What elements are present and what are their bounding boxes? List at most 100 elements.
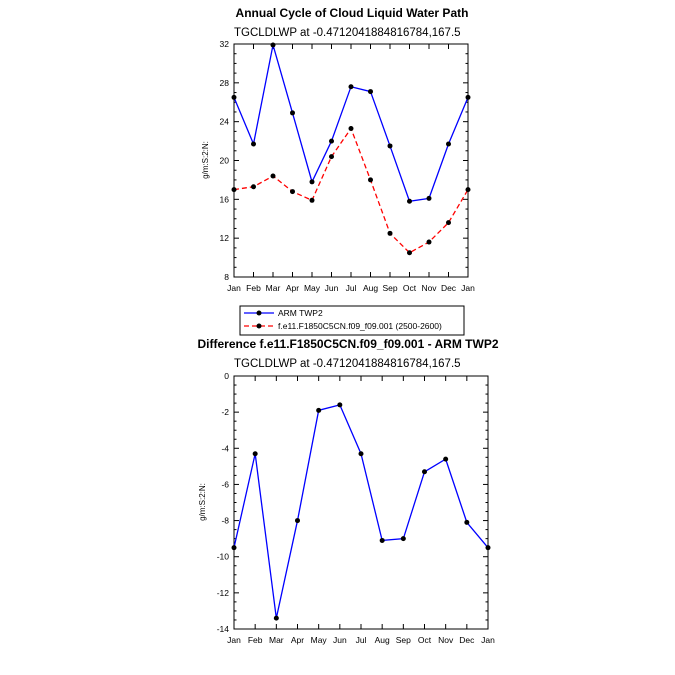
data-point <box>252 451 258 457</box>
x-tick-label: Sep <box>382 283 397 293</box>
data-point <box>465 187 471 193</box>
data-point <box>368 177 373 183</box>
data-point <box>422 469 427 475</box>
data-point <box>407 250 412 256</box>
y-tick-label: 12 <box>220 233 230 243</box>
data-point <box>231 94 237 100</box>
data-point <box>387 230 393 236</box>
data-point <box>337 402 343 408</box>
data-point <box>446 141 451 147</box>
y-tick-label: -4 <box>221 443 229 453</box>
x-tick-label: Aug <box>375 635 390 645</box>
data-point <box>231 545 237 551</box>
y-tick-label: 24 <box>220 117 230 127</box>
y-tick-label: -8 <box>221 516 229 526</box>
x-tick-label: May <box>311 635 328 645</box>
x-tick-label: Mar <box>269 635 284 645</box>
data-point <box>329 154 334 160</box>
y-axis-label: g/m:S:2:N: <box>201 141 210 179</box>
chart-subtitle: TGCLDLWP at -0.4712041884816784,167.5 <box>234 27 461 39</box>
data-point <box>358 451 364 457</box>
x-tick-label: Apr <box>291 635 304 645</box>
y-tick-label: 20 <box>220 156 230 166</box>
x-tick-label: Nov <box>421 283 437 293</box>
x-tick-label: Jul <box>356 635 367 645</box>
x-tick-label: Jun <box>333 635 347 645</box>
data-point <box>316 407 322 413</box>
data-point <box>387 143 393 149</box>
x-tick-label: Dec <box>441 283 457 293</box>
y-tick-label: 16 <box>220 194 230 204</box>
y-tick-label: 0 <box>224 371 229 381</box>
data-point <box>348 84 354 90</box>
y-tick-label: 8 <box>224 272 229 282</box>
series-points <box>231 402 491 621</box>
x-tick-label: Jul <box>346 283 357 293</box>
legend-marker-arm <box>256 310 262 316</box>
data-point <box>407 198 412 204</box>
chart-title: Annual Cycle of Cloud Liquid Water Path <box>236 6 469 20</box>
series-line-1 <box>233 127 469 254</box>
data-point <box>426 239 432 245</box>
series-lines <box>233 44 469 254</box>
axis-ticks: Jan Feb Mar Apr May Jun Jul Aug Sep Oct Nov Dec Jan-… <box>217 371 495 645</box>
x-tick-label: Jan <box>481 635 495 645</box>
data-point <box>290 110 295 116</box>
data-point <box>379 537 385 543</box>
x-tick-label: Oct <box>403 283 417 293</box>
plot-frame <box>233 43 469 278</box>
data-point <box>426 195 432 201</box>
x-tick-label: Feb <box>248 635 263 645</box>
data-point <box>446 220 451 226</box>
x-tick-label: Jan <box>461 283 475 293</box>
y-tick-label: 32 <box>220 39 230 49</box>
data-point <box>309 179 315 185</box>
x-tick-label: Oct <box>418 635 432 645</box>
series-lines <box>233 404 489 619</box>
y-tick-label: -12 <box>217 588 230 598</box>
x-tick-label: May <box>304 283 321 293</box>
x-tick-label: Apr <box>286 283 299 293</box>
legend-marker-model <box>256 323 262 329</box>
y-tick-label: -10 <box>217 552 230 562</box>
x-tick-label: Dec <box>459 635 475 645</box>
data-point <box>251 184 256 190</box>
y-axis-label: g/m:S:2:N: <box>198 483 207 521</box>
chart-subtitle: TGCLDLWP at -0.4712041884816784,167.5 <box>234 358 461 370</box>
axis-ticks: Jan Feb Mar Apr May Jun Jul Aug Sep Oct Nov Dec Jan8… <box>220 39 476 293</box>
data-point <box>464 519 470 525</box>
data-point <box>443 456 449 462</box>
data-point <box>368 89 373 95</box>
data-point <box>295 518 300 524</box>
series-points <box>231 42 471 256</box>
series-line-0 <box>233 404 489 619</box>
data-point <box>270 42 276 48</box>
x-tick-label: Jan <box>227 635 241 645</box>
legend-box <box>239 305 465 336</box>
data-point <box>273 615 279 621</box>
legend-label-arm: ARM TWP2 <box>278 308 323 318</box>
x-tick-label: Feb <box>246 283 261 293</box>
data-point <box>270 173 276 179</box>
x-tick-label: Mar <box>266 283 281 293</box>
difference-chart: Difference f.e11.F1850C5CN.f09_f09.001 -… <box>197 337 498 645</box>
data-point <box>465 94 471 100</box>
legend-label-model: f.e11.F1850C5CN.f09_f09.001 (2500-2600) <box>278 321 442 331</box>
series-line-0 <box>233 44 469 202</box>
x-tick-label: Jun <box>325 283 339 293</box>
y-tick-label: -14 <box>217 624 230 634</box>
x-tick-label: Sep <box>396 635 411 645</box>
y-tick-label: -2 <box>221 407 229 417</box>
x-tick-label: Aug <box>363 283 378 293</box>
annual-cycle-chart: Annual Cycle of Cloud Liquid Water Path … <box>201 6 476 336</box>
data-point <box>400 536 406 542</box>
x-tick-label: Jan <box>227 283 241 293</box>
data-point <box>251 141 256 147</box>
y-tick-label: -6 <box>221 479 229 489</box>
chart-title: Difference f.e11.F1850C5CN.f09_f09.001 -… <box>197 337 498 351</box>
legend: ARM TWP2 f.e11.F1850C5CN.f09_f09.001 (25… <box>239 305 465 336</box>
data-point <box>290 189 295 195</box>
data-point <box>231 187 237 193</box>
data-point <box>348 125 354 131</box>
